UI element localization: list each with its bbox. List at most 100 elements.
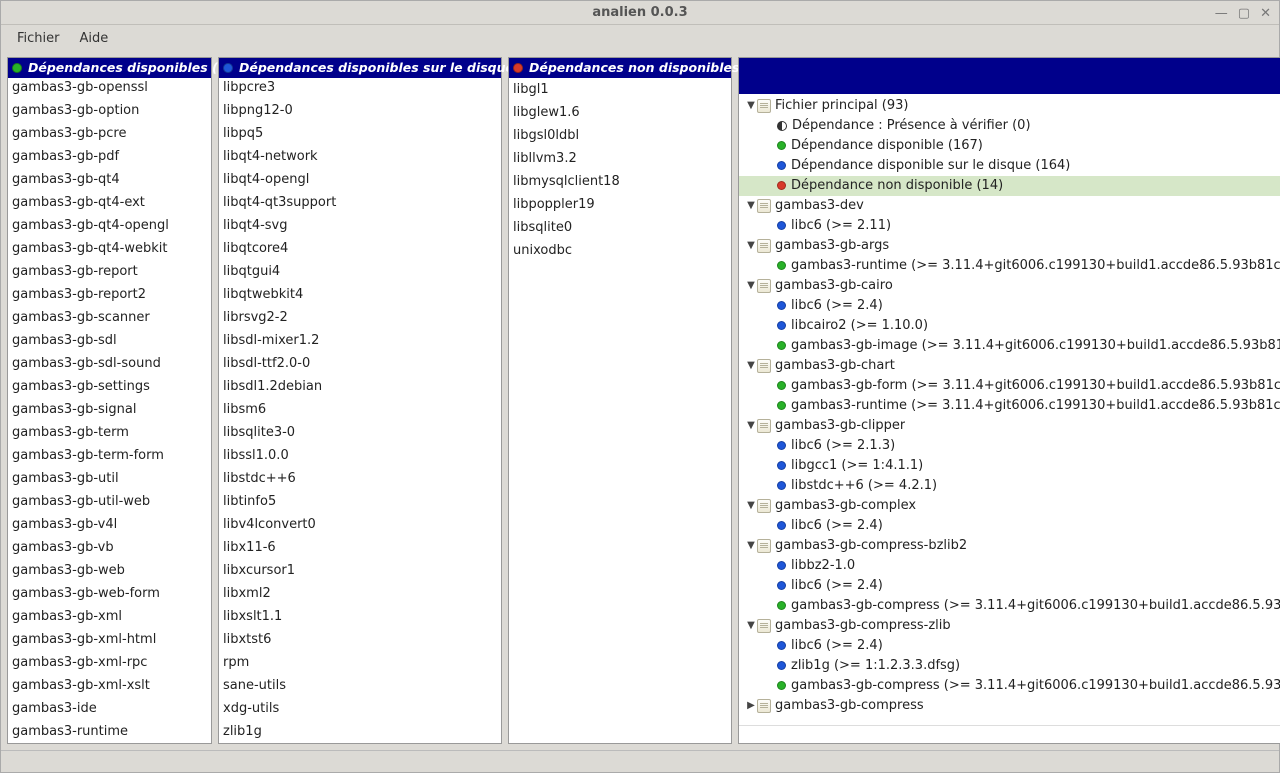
list-item[interactable]: unixodbc	[509, 239, 731, 262]
tree-leaf[interactable]: ▼libc6 (>= 2.4)	[739, 576, 1280, 596]
expander-icon[interactable]: ▼	[745, 500, 757, 511]
list-item[interactable]: libxtst6	[219, 628, 501, 651]
expander-icon[interactable]: ▶	[745, 700, 757, 711]
list-item[interactable]: gambas3-gb-qt4-opengl	[8, 214, 211, 237]
list-item[interactable]: libx11-6	[219, 536, 501, 559]
tree-leaf[interactable]: ▼Dépendance : Présence à vérifier (0)	[739, 116, 1280, 136]
tree-leaf[interactable]: ▼gambas3-runtime (>= 3.11.4+git6006.c199…	[739, 396, 1280, 416]
list-item[interactable]: libpcre3	[219, 78, 501, 99]
tree-leaf[interactable]: ▼libc6 (>= 2.4)	[739, 516, 1280, 536]
tree-node[interactable]: ▼gambas3-gb-complex	[739, 496, 1280, 516]
tree-leaf[interactable]: ▼Dépendance non disponible (14)	[739, 176, 1280, 196]
tree-node[interactable]: ▶gambas3-gb-compress	[739, 696, 1280, 716]
list-item[interactable]: libgl1	[509, 78, 731, 101]
list-item[interactable]: libqt4-qt3support	[219, 191, 501, 214]
list-item[interactable]: libsdl-mixer1.2	[219, 329, 501, 352]
list-item[interactable]: gambas3-gb-settings	[8, 375, 211, 398]
expander-icon[interactable]: ▼	[745, 280, 757, 291]
list-item[interactable]: libxcursor1	[219, 559, 501, 582]
list-item[interactable]: libsdl-ttf2.0-0	[219, 352, 501, 375]
tree-leaf[interactable]: ▼Dépendance disponible (167)	[739, 136, 1280, 156]
tree-hscroll[interactable]	[739, 725, 1280, 743]
list-item[interactable]: gambas3-gb-sdl	[8, 329, 211, 352]
list-item[interactable]: zlib1g	[219, 720, 501, 743]
list-item[interactable]: gambas3-gb-qt4	[8, 168, 211, 191]
list-item[interactable]: gambas3-gb-scanner	[8, 306, 211, 329]
list-item[interactable]: gambas3-gb-pdf	[8, 145, 211, 168]
close-icon[interactable]: ✕	[1260, 7, 1271, 20]
expander-icon[interactable]: ▼	[745, 540, 757, 551]
list-item[interactable]: libsqlite3-0	[219, 421, 501, 444]
tree-leaf[interactable]: ▼libstdc++6 (>= 4.2.1)	[739, 476, 1280, 496]
tree-leaf[interactable]: ▼Dépendance disponible sur le disque (16…	[739, 156, 1280, 176]
list-item[interactable]: libpq5	[219, 122, 501, 145]
tree-leaf[interactable]: ▼libc6 (>= 2.4)	[739, 296, 1280, 316]
maximize-icon[interactable]: ▢	[1238, 7, 1250, 20]
expander-icon[interactable]: ▼	[745, 420, 757, 431]
list-item[interactable]: gambas3-ide	[8, 697, 211, 720]
list-item[interactable]: gambas3-gb-xml-rpc	[8, 651, 211, 674]
list-item[interactable]: gambas3-gb-util	[8, 467, 211, 490]
list-item[interactable]: libqtcore4	[219, 237, 501, 260]
list-item[interactable]: gambas3-gb-term	[8, 421, 211, 444]
list-item[interactable]: libpng12-0	[219, 99, 501, 122]
tree-node[interactable]: ▼gambas3-gb-cairo	[739, 276, 1280, 296]
list-item[interactable]: gambas3-gb-xml-html	[8, 628, 211, 651]
list-item[interactable]: libqtgui4	[219, 260, 501, 283]
tree-node[interactable]: ▼gambas3-gb-args	[739, 236, 1280, 256]
list-item[interactable]: libqtwebkit4	[219, 283, 501, 306]
list-item[interactable]: sane-utils	[219, 674, 501, 697]
tree-leaf[interactable]: ▼gambas3-gb-image (>= 3.11.4+git6006.c19…	[739, 336, 1280, 356]
expander-icon[interactable]: ▼	[745, 360, 757, 371]
list-item[interactable]: libqt4-svg	[219, 214, 501, 237]
tree-leaf[interactable]: ▼libc6 (>= 2.11)	[739, 216, 1280, 236]
tree-node[interactable]: ▼gambas3-gb-chart	[739, 356, 1280, 376]
list-item[interactable]: gambas3-gb-qt4-ext	[8, 191, 211, 214]
tree-leaf[interactable]: ▼gambas3-gb-compress (>= 3.11.4+git6006.…	[739, 676, 1280, 696]
list-available[interactable]: gambas3-gb-opensslgambas3-gb-optiongamba…	[8, 78, 211, 743]
list-item[interactable]: gambas3-gb-signal	[8, 398, 211, 421]
list-item[interactable]: libtinfo5	[219, 490, 501, 513]
list-item[interactable]: gambas3-gb-term-form	[8, 444, 211, 467]
expander-icon[interactable]: ▼	[745, 240, 757, 251]
list-item[interactable]: rpm	[219, 651, 501, 674]
tree-leaf[interactable]: ▼libc6 (>= 2.1.3)	[739, 436, 1280, 456]
tree-node[interactable]: ▼Fichier principal (93)	[739, 96, 1280, 116]
tree-leaf[interactable]: ▼gambas3-gb-compress (>= 3.11.4+git6006.…	[739, 596, 1280, 616]
list-item[interactable]: libpoppler19	[509, 193, 731, 216]
list-unavailable[interactable]: libgl1libglew1.6libgsl0ldbllibllvm3.2 lib…	[509, 78, 731, 743]
list-item[interactable]: libstdc++6	[219, 467, 501, 490]
tree-leaf[interactable]: ▼gambas3-gb-form (>= 3.11.4+git6006.c199…	[739, 376, 1280, 396]
list-item[interactable]: librsvg2-2	[219, 306, 501, 329]
list-item[interactable]: gambas3-gb-sdl-sound	[8, 352, 211, 375]
list-item[interactable]: libssl1.0.0	[219, 444, 501, 467]
list-item[interactable]: gambas3-gb-report	[8, 260, 211, 283]
list-on-disk[interactable]: libpcre3libpng12-0libpq5libqt4-networkli…	[219, 78, 501, 743]
list-item[interactable]: gambas3-gb-xml	[8, 605, 211, 628]
list-item[interactable]: gambas3-gb-pcre	[8, 122, 211, 145]
list-item[interactable]: xdg-utils	[219, 697, 501, 720]
list-item[interactable]: gambas3-gb-option	[8, 99, 211, 122]
list-item[interactable]: libv4lconvert0	[219, 513, 501, 536]
tree-leaf[interactable]: ▼libgcc1 (>= 1:4.1.1)	[739, 456, 1280, 476]
list-item[interactable]: gambas3-gb-openssl	[8, 78, 211, 99]
minimize-icon[interactable]: —	[1215, 7, 1228, 20]
list-item[interactable]: libllvm3.2	[509, 147, 731, 170]
expander-icon[interactable]: ▼	[745, 100, 757, 111]
list-item[interactable]: libxslt1.1	[219, 605, 501, 628]
list-item[interactable]: gambas3-gb-qt4-webkit	[8, 237, 211, 260]
tree-node[interactable]: ▼gambas3-gb-compress-bzlib2	[739, 536, 1280, 556]
expander-icon[interactable]: ▼	[745, 200, 757, 211]
list-item[interactable]: gambas3-gb-util-web	[8, 490, 211, 513]
list-item[interactable]: libqt4-opengl	[219, 168, 501, 191]
tree-node[interactable]: ▼gambas3-gb-clipper	[739, 416, 1280, 436]
list-item[interactable]: gambas3-gb-web	[8, 559, 211, 582]
list-item[interactable]: libgsl0ldbl	[509, 124, 731, 147]
list-item[interactable]: gambas3-runtime	[8, 720, 211, 743]
tree-leaf[interactable]: ▼libc6 (>= 2.4)	[739, 636, 1280, 656]
list-item[interactable]: libsdl1.2debian	[219, 375, 501, 398]
expander-icon[interactable]: ▼	[745, 620, 757, 631]
list-item[interactable]: libglew1.6	[509, 101, 731, 124]
list-item[interactable]: gambas3-gb-xml-xslt	[8, 674, 211, 697]
list-item[interactable]: gambas3-gb-web-form	[8, 582, 211, 605]
